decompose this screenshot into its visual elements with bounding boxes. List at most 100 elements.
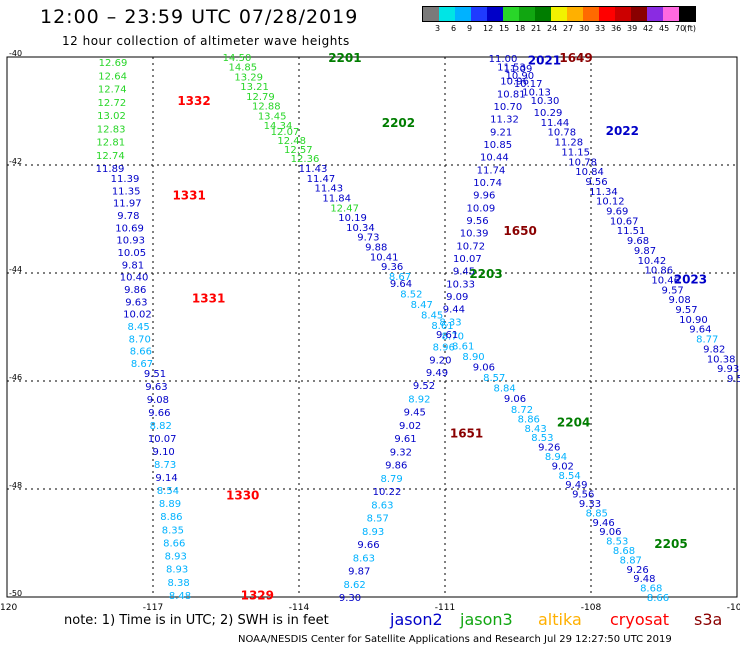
- wave-height-value: 8.66: [163, 538, 185, 549]
- scale-swatch: [599, 7, 615, 21]
- scale-label: 9: [467, 24, 473, 33]
- wave-height-value: 9.06: [473, 363, 495, 374]
- wave-height-value: 9.06: [504, 394, 526, 405]
- satellite-legend-jason2: jason2: [390, 610, 443, 629]
- note-text: note: 1) Time is in UTC; 2) SWH is in fe…: [64, 613, 329, 628]
- wave-height-value: 11.43: [314, 184, 343, 195]
- scale-swatch: [423, 7, 439, 21]
- wave-height-value: 12.69: [99, 58, 128, 69]
- scale-label: (ft): [684, 24, 697, 33]
- wave-height-value: 10.93: [116, 236, 145, 247]
- wave-height-value: 9.33: [579, 499, 601, 510]
- wave-height-value: 10.13: [522, 88, 551, 99]
- wave-height-value: 9.21: [490, 127, 512, 138]
- wave-height-value: 9.93: [717, 364, 739, 375]
- wave-height-value: 11.00: [489, 54, 518, 65]
- wave-height-value: 10.07: [453, 254, 482, 265]
- wave-height-value: 12.47: [330, 203, 359, 214]
- wave-height-value: 9.78: [117, 211, 139, 222]
- wave-height-value: 9.51: [144, 369, 166, 380]
- pass-number-label: 1331: [172, 189, 205, 203]
- map-title: 12:00 – 23:59 UTC 07/28/2019: [40, 6, 359, 28]
- wave-height-value: 10.46: [651, 275, 680, 286]
- wave-height-value: 8.66: [130, 347, 152, 358]
- wave-height-value: 9.5: [727, 374, 740, 385]
- pass-number-label: 2204: [557, 416, 590, 430]
- wave-height-value: 11.51: [617, 226, 646, 237]
- wave-height-value: 8.82: [150, 421, 172, 432]
- scale-label: 12: [483, 24, 494, 33]
- wave-height-value: 10.19: [338, 213, 367, 224]
- wave-height-value: 10.05: [117, 248, 146, 259]
- wave-height-value: 8.93: [166, 565, 188, 576]
- wave-height-value: 10.34: [346, 223, 375, 234]
- wave-height-value: 12.64: [98, 71, 127, 82]
- wave-height-value: 9.57: [662, 285, 684, 296]
- wave-height-value: 12.83: [97, 124, 126, 135]
- wave-height-value: 9.87: [348, 567, 370, 578]
- wave-height-value: 9.61: [436, 330, 458, 341]
- wave-height-value: 12.72: [98, 98, 127, 109]
- longitude-label: -120: [0, 603, 17, 613]
- wave-height-value: 8.63: [353, 553, 375, 564]
- wave-height-value: 8.68: [640, 584, 662, 595]
- wave-height-value: 8.53: [531, 433, 553, 444]
- wave-height-value: 12.74: [96, 151, 125, 162]
- wave-height-value: 12.74: [98, 85, 127, 96]
- pass-number-label: 1649: [559, 51, 592, 65]
- wave-height-value: 13.02: [97, 111, 126, 122]
- scale-swatch: [471, 7, 487, 21]
- wave-height-value: 11.15: [561, 147, 590, 158]
- wave-height-value: 9.10: [153, 447, 175, 458]
- wave-height-value: 8.52: [400, 289, 422, 300]
- wave-height-value: 9.56: [466, 216, 488, 227]
- scale-label: 33: [595, 24, 606, 33]
- wave-height-value: 12.88: [252, 102, 281, 113]
- wave-height-value: 9.08: [668, 295, 690, 306]
- pass-number-label: 2021: [528, 54, 561, 68]
- pass-number-label: 2023: [674, 272, 707, 286]
- scale-swatch: [455, 7, 471, 21]
- wave-height-value: 9.66: [148, 408, 170, 419]
- wave-height-value: 9.45: [404, 408, 426, 419]
- wave-height-value: 8.53: [606, 537, 628, 548]
- wave-height-value: 12.79: [246, 92, 275, 103]
- wave-height-value: 9.52: [413, 381, 435, 392]
- wave-height-value: 8.96: [433, 343, 455, 354]
- wave-height-value: 8.84: [494, 384, 516, 395]
- pass-number-label: 2202: [382, 116, 415, 130]
- pass-number-label: 2022: [606, 124, 639, 138]
- wave-height-value: 8.45: [127, 322, 149, 333]
- wave-height-value: 8.85: [586, 508, 608, 519]
- wave-height-value: 8.67: [389, 272, 411, 283]
- wave-height-value: 8.66: [647, 593, 669, 604]
- pass-number-label: 2203: [469, 267, 502, 281]
- wave-height-value: 8.79: [380, 474, 402, 485]
- pass-number-label: 1332: [177, 94, 210, 108]
- scale-label: 21: [531, 24, 542, 33]
- wave-height-value: 11.32: [490, 115, 519, 126]
- wave-height-value: 8.67: [131, 359, 153, 370]
- wave-height-value: 8.61: [431, 321, 453, 332]
- scale-label: 39: [627, 24, 638, 33]
- latitude-label: -44: [9, 265, 22, 274]
- wave-height-value: 11.28: [554, 138, 583, 149]
- wave-height-value: 8.57: [483, 373, 505, 384]
- pass-number-label: 1650: [503, 224, 536, 238]
- wave-height-value: 9.44: [443, 305, 465, 316]
- wave-height-value: 10.30: [531, 96, 560, 107]
- wave-height-value: 9.26: [538, 443, 560, 454]
- wave-height-value: 10.70: [494, 102, 523, 113]
- latitude-label: -48: [9, 481, 22, 490]
- scale-swatch: [583, 7, 599, 21]
- wave-height-value: 10.69: [115, 223, 144, 234]
- wave-height-value: 8.86: [518, 414, 540, 425]
- wave-height-value: 9.73: [357, 233, 379, 244]
- wave-height-value: 9.63: [145, 382, 167, 393]
- pass-number-label: 2201: [328, 51, 361, 65]
- wave-height-value: 9.49: [426, 368, 448, 379]
- wave-height-value: 11.43: [299, 164, 328, 175]
- scale-label: 70: [675, 24, 686, 33]
- wave-height-value: 9.46: [592, 518, 614, 529]
